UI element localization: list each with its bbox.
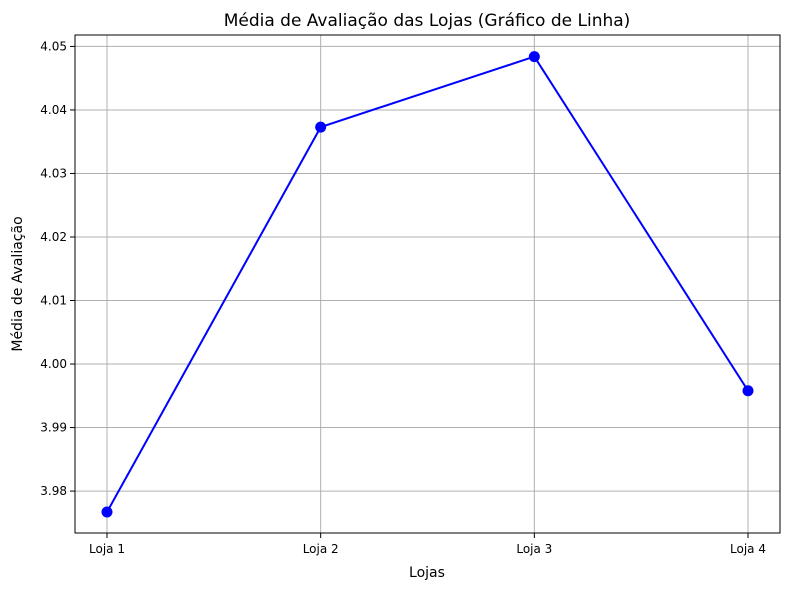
y-tick-label: 3.99 bbox=[40, 421, 67, 435]
y-axis: 3.98 3.99 4.00 4.01 4.02 4.03 4.04 4.05 bbox=[40, 39, 75, 498]
plot-frame bbox=[74, 34, 781, 534]
y-tick-label: 4.00 bbox=[40, 357, 67, 371]
data-point bbox=[101, 506, 113, 518]
y-tick-label: 3.98 bbox=[40, 484, 67, 498]
x-tick-label: Loja 1 bbox=[89, 542, 125, 556]
x-axis: Loja 1 Loja 2 Loja 3 Loja 4 bbox=[89, 533, 766, 556]
y-tick-label: 4.02 bbox=[40, 230, 67, 244]
series-layer bbox=[101, 51, 754, 518]
x-tick-label: Loja 3 bbox=[516, 542, 552, 556]
data-point bbox=[315, 121, 327, 133]
y-tick-label: 4.05 bbox=[40, 39, 67, 53]
x-tick-label: Loja 2 bbox=[303, 542, 339, 556]
chart-title: Média de Avaliação das Lojas (Gráfico de… bbox=[224, 11, 631, 31]
y-axis-title: Média de Avaliação bbox=[10, 216, 26, 351]
grid bbox=[75, 35, 780, 533]
data-point bbox=[742, 385, 754, 397]
series-line bbox=[106, 55, 749, 513]
data-point bbox=[528, 51, 540, 63]
y-tick-label: 4.04 bbox=[40, 103, 67, 117]
x-tick-label: Loja 4 bbox=[730, 542, 766, 556]
y-tick-label: 4.03 bbox=[40, 166, 67, 180]
x-axis-title: Lojas bbox=[409, 565, 445, 581]
y-tick-label: 4.01 bbox=[40, 294, 67, 308]
